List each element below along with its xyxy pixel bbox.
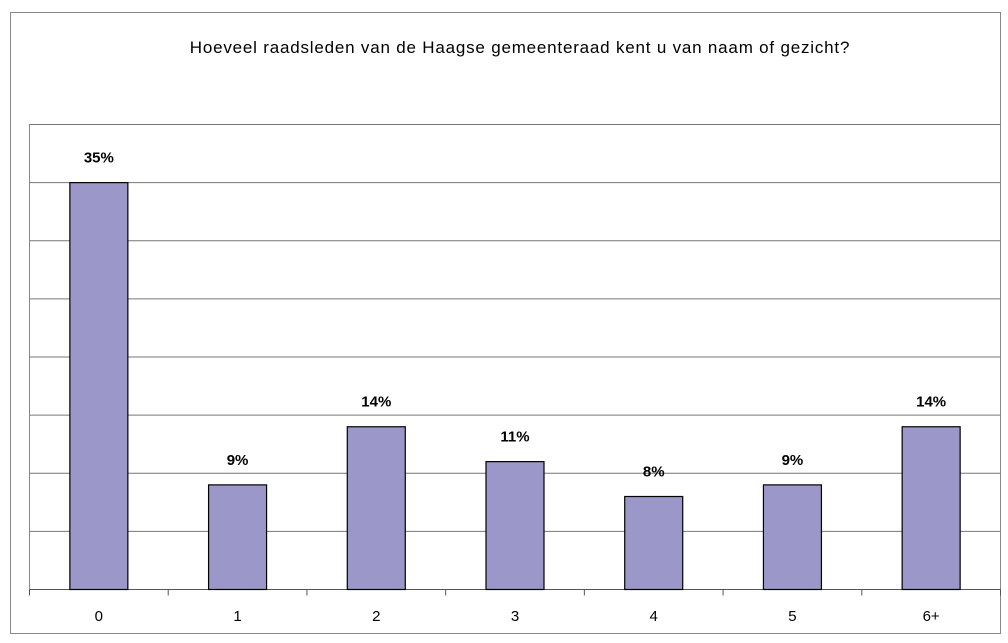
x-tick-label: 0	[95, 608, 103, 625]
data-label: 14%	[916, 394, 946, 411]
data-label: 9%	[782, 452, 804, 469]
x-tick-label: 5	[788, 608, 796, 625]
chart-title: Hoeveel raadsleden van de Haagse gemeent…	[189, 38, 851, 57]
bar	[207, 484, 268, 591]
x-tick-label: 6+	[923, 608, 940, 625]
data-label: 8%	[643, 463, 665, 480]
x-tick-label: 4	[650, 608, 658, 625]
data-label: 9%	[227, 452, 249, 469]
data-label: 14%	[361, 394, 391, 411]
x-tick-label: 2	[372, 608, 380, 625]
bar	[485, 461, 545, 591]
bar	[69, 182, 129, 591]
bar	[762, 484, 823, 591]
x-tick-label: 1	[233, 608, 241, 625]
data-label: 11%	[500, 429, 529, 446]
bar	[901, 426, 961, 591]
bar	[346, 426, 406, 591]
bar	[624, 495, 684, 591]
data-label: 35%	[84, 150, 114, 167]
x-tick-label: 3	[511, 608, 519, 625]
